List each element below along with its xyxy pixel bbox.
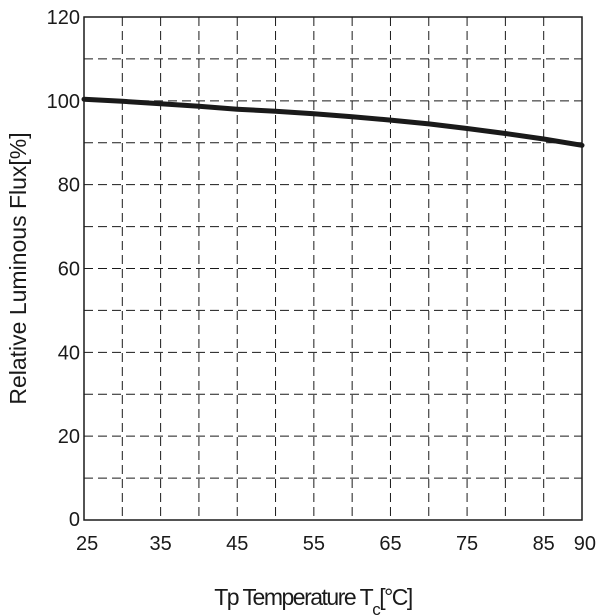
x-tick-label: 90 — [574, 533, 596, 555]
y-tick-label: 100 — [47, 91, 80, 113]
series-line — [81, 96, 585, 148]
x-tick-label: 25 — [76, 533, 98, 555]
x-tick-label: 55 — [303, 533, 325, 555]
y-axis-title: Relative Luminous Flux[%] — [5, 132, 31, 404]
y-tick-label: 20 — [58, 426, 80, 448]
series-layer — [81, 96, 585, 148]
x-axis-title-subscript: c — [372, 600, 381, 616]
y-tick-label: 120 — [47, 7, 80, 29]
y-tick-label: 60 — [58, 259, 80, 281]
x-tick-labels: 25 35 45 55 65 75 85 90 — [76, 533, 596, 555]
x-tick-label: 85 — [533, 533, 555, 555]
grid — [84, 17, 582, 520]
x-tick-label: 45 — [226, 533, 248, 555]
y-tick-label: 80 — [58, 175, 80, 197]
x-tick-label: 65 — [379, 533, 401, 555]
y-tick-labels: 0 20 40 60 80 100 120 — [47, 7, 80, 531]
x-axis-title: Tp Temperature Tc[°C] — [214, 584, 412, 616]
x-axis-title-prefix: Tp Temperature T — [214, 584, 373, 610]
y-tick-label: 40 — [58, 342, 80, 364]
plot-frame — [83, 16, 583, 521]
x-tick-label: 35 — [149, 533, 171, 555]
x-tick-label: 75 — [456, 533, 478, 555]
x-axis-title-suffix: [°C] — [379, 584, 412, 610]
y-tick-label: 0 — [69, 509, 80, 531]
